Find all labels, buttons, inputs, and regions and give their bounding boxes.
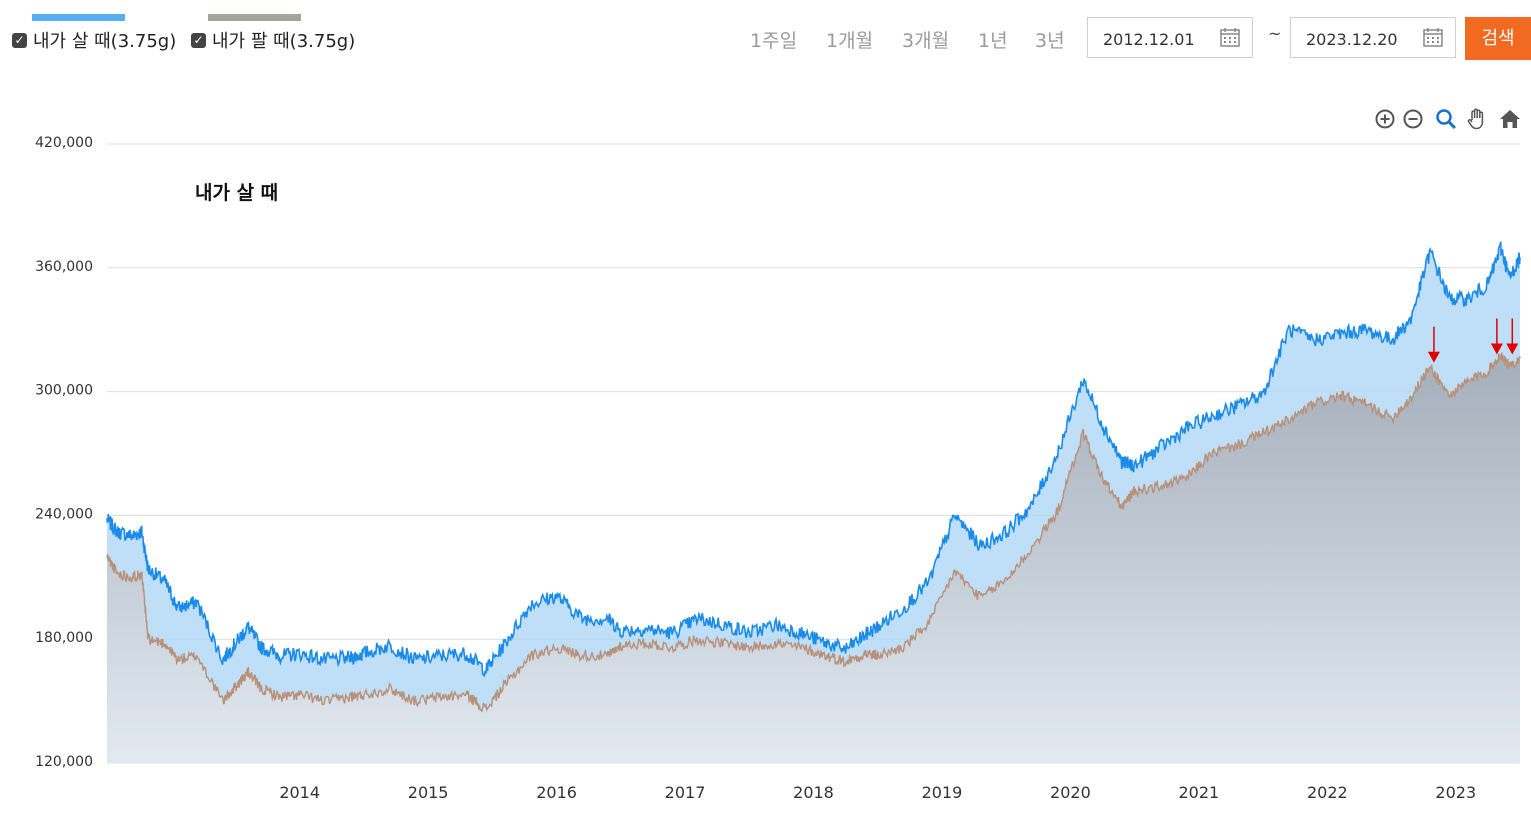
buy-legend-swatch bbox=[32, 14, 125, 21]
magnifier-icon[interactable] bbox=[1434, 107, 1458, 131]
x-tick-label: 2023 bbox=[1435, 783, 1476, 802]
y-tick-label: 240,000 bbox=[35, 506, 93, 522]
sell-legend-swatch bbox=[208, 14, 301, 21]
date-range-separator: ~ bbox=[1268, 24, 1282, 43]
x-tick-label: 2020 bbox=[1050, 783, 1091, 802]
x-tick-label: 2018 bbox=[793, 783, 834, 802]
start-date-value: 2012.12.01 bbox=[1103, 30, 1195, 49]
x-tick-label: 2019 bbox=[922, 783, 963, 802]
calendar-icon[interactable] bbox=[1220, 27, 1240, 47]
checkbox-checked-icon[interactable]: ✓ bbox=[191, 32, 206, 48]
x-tick-label: 2021 bbox=[1179, 783, 1220, 802]
legend-buy-toggle[interactable]: ✓ 내가 살 때(3.75g) bbox=[12, 27, 176, 53]
chart-annotation: 내가 살 때 bbox=[195, 182, 278, 204]
calendar-icon[interactable] bbox=[1423, 27, 1443, 47]
legend-buy-label: 내가 살 때(3.75g) bbox=[33, 31, 177, 52]
marker-arrow-head bbox=[1427, 351, 1440, 363]
legend-sell-label: 내가 팔 때(3.75g) bbox=[212, 31, 356, 52]
x-tick-label: 2016 bbox=[536, 783, 577, 802]
end-date-value: 2023.12.20 bbox=[1306, 30, 1398, 49]
x-tick-label: 2022 bbox=[1307, 783, 1348, 802]
buy-price-line bbox=[106, 241, 1521, 678]
period-3year-button[interactable]: 3년 bbox=[1035, 30, 1065, 52]
x-tick-label: 2014 bbox=[279, 783, 320, 802]
legend-sell-toggle[interactable]: ✓ 내가 팔 때(3.75g) bbox=[191, 27, 355, 53]
zoom-out-icon[interactable] bbox=[1401, 107, 1425, 131]
pan-hand-icon[interactable] bbox=[1465, 107, 1489, 131]
period-1month-button[interactable]: 1개월 bbox=[826, 30, 874, 52]
zoom-in-icon[interactable] bbox=[1373, 107, 1397, 131]
sell-price-line bbox=[106, 352, 1521, 713]
start-date-field[interactable]: 2012.12.01 bbox=[1087, 17, 1253, 58]
period-1year-button[interactable]: 1년 bbox=[978, 30, 1008, 52]
x-tick-label: 2015 bbox=[408, 783, 449, 802]
x-tick-label: 2017 bbox=[665, 783, 706, 802]
marker-arrow-head bbox=[1490, 343, 1503, 355]
y-tick-label: 180,000 bbox=[35, 630, 93, 646]
period-3month-button[interactable]: 3개월 bbox=[902, 30, 950, 52]
end-date-field[interactable]: 2023.12.20 bbox=[1290, 17, 1456, 58]
home-icon[interactable] bbox=[1498, 107, 1522, 131]
marker-arrow-head bbox=[1506, 343, 1519, 355]
sell-price-area bbox=[107, 352, 1520, 763]
checkbox-checked-icon[interactable]: ✓ bbox=[12, 32, 27, 48]
search-button[interactable]: 검색 bbox=[1465, 17, 1531, 60]
period-1week-button[interactable]: 1주일 bbox=[750, 30, 798, 52]
y-tick-label: 420,000 bbox=[35, 135, 93, 151]
y-tick-label: 300,000 bbox=[35, 383, 93, 399]
y-tick-label: 120,000 bbox=[35, 754, 93, 770]
y-tick-label: 360,000 bbox=[35, 259, 93, 275]
